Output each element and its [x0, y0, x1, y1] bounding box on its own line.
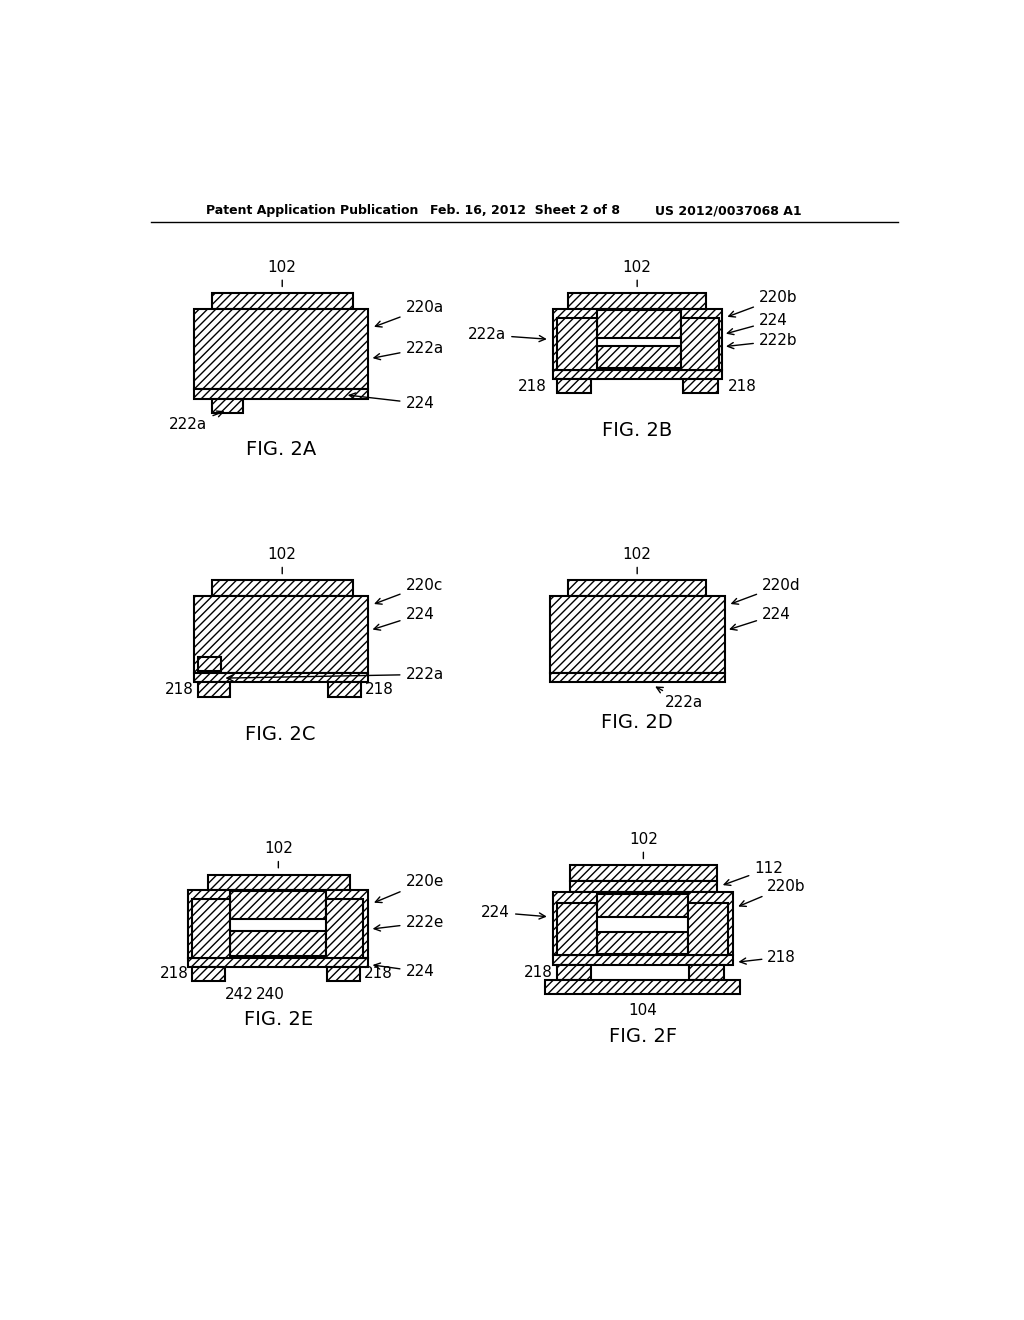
Bar [568, 293, 707, 309]
Text: 224: 224 [727, 313, 787, 334]
Text: 102: 102 [623, 546, 651, 574]
Text: 102: 102 [268, 260, 297, 286]
Bar [328, 966, 359, 981]
Bar [597, 346, 681, 368]
Bar [597, 894, 687, 917]
Bar [229, 891, 326, 956]
Bar [229, 932, 326, 956]
Text: 222a: 222a [227, 667, 443, 682]
Bar [328, 682, 360, 697]
Bar [194, 309, 369, 389]
Bar [550, 595, 725, 673]
Text: 224: 224 [730, 607, 791, 630]
Bar [597, 310, 681, 338]
Text: 240: 240 [255, 987, 285, 1002]
Bar [597, 310, 681, 368]
Text: 222a: 222a [374, 341, 443, 359]
Text: 222a: 222a [169, 411, 223, 433]
Bar [553, 956, 732, 965]
Text: 224: 224 [374, 964, 434, 979]
Bar [557, 379, 592, 393]
Text: 224: 224 [481, 904, 546, 920]
Text: 218: 218 [160, 966, 188, 981]
Bar [229, 891, 326, 919]
Bar [553, 892, 732, 956]
Text: 220d: 220d [732, 578, 801, 605]
Bar [689, 965, 724, 979]
Bar [557, 903, 597, 956]
Text: 220b: 220b [739, 879, 806, 907]
Bar [597, 932, 687, 954]
Text: Feb. 16, 2012  Sheet 2 of 8: Feb. 16, 2012 Sheet 2 of 8 [430, 205, 621, 218]
Text: 112: 112 [724, 861, 783, 886]
Bar [568, 581, 707, 595]
Text: US 2012/0037068 A1: US 2012/0037068 A1 [655, 205, 802, 218]
Bar [212, 399, 243, 412]
Bar [550, 673, 725, 682]
Bar [198, 657, 221, 671]
Text: 218: 218 [165, 682, 194, 697]
Text: 104: 104 [628, 1003, 657, 1018]
Bar [557, 318, 597, 370]
Text: 220e: 220e [376, 874, 443, 903]
Bar [683, 379, 718, 393]
Text: 224: 224 [349, 393, 434, 411]
Text: 218: 218 [728, 379, 757, 393]
Bar [188, 958, 369, 966]
Bar [198, 682, 230, 697]
Text: 220c: 220c [376, 578, 442, 605]
Text: 242: 242 [224, 987, 253, 1002]
Text: FIG. 2C: FIG. 2C [246, 725, 316, 744]
Bar [212, 293, 352, 309]
Text: 224: 224 [374, 607, 434, 630]
Bar [681, 318, 719, 370]
Text: 222b: 222b [727, 333, 798, 348]
Bar [193, 966, 225, 981]
Text: 102: 102 [629, 832, 657, 858]
Bar [194, 595, 369, 673]
Text: 218: 218 [364, 966, 392, 981]
Bar [553, 370, 722, 379]
Text: FIG. 2A: FIG. 2A [246, 440, 315, 459]
Bar [597, 894, 687, 954]
Text: 222a: 222a [656, 688, 702, 710]
Text: 218: 218 [740, 949, 797, 965]
Bar [194, 673, 369, 682]
Text: Patent Application Publication: Patent Application Publication [206, 205, 418, 218]
Bar [193, 899, 229, 958]
Bar [553, 309, 722, 370]
Bar [545, 979, 740, 994]
Text: 220b: 220b [729, 290, 798, 317]
Text: 102: 102 [623, 260, 651, 286]
Bar [188, 890, 369, 958]
Bar [687, 903, 728, 956]
Bar [212, 581, 352, 595]
Text: FIG. 2F: FIG. 2F [608, 1027, 677, 1045]
Bar [326, 899, 362, 958]
Text: 218: 218 [365, 682, 393, 697]
Bar [569, 880, 717, 892]
Bar [569, 866, 717, 880]
Text: 222e: 222e [374, 915, 443, 931]
Text: 218: 218 [524, 965, 553, 979]
Text: 102: 102 [264, 841, 293, 867]
Text: 102: 102 [268, 546, 297, 574]
Text: 220a: 220a [376, 301, 443, 327]
Text: 222a: 222a [468, 327, 546, 342]
Bar [208, 875, 349, 890]
Bar [557, 965, 592, 979]
Bar [194, 389, 369, 399]
Text: FIG. 2B: FIG. 2B [602, 421, 673, 440]
Text: FIG. 2E: FIG. 2E [244, 1010, 313, 1028]
Text: FIG. 2D: FIG. 2D [601, 713, 673, 731]
Text: 218: 218 [517, 379, 547, 393]
